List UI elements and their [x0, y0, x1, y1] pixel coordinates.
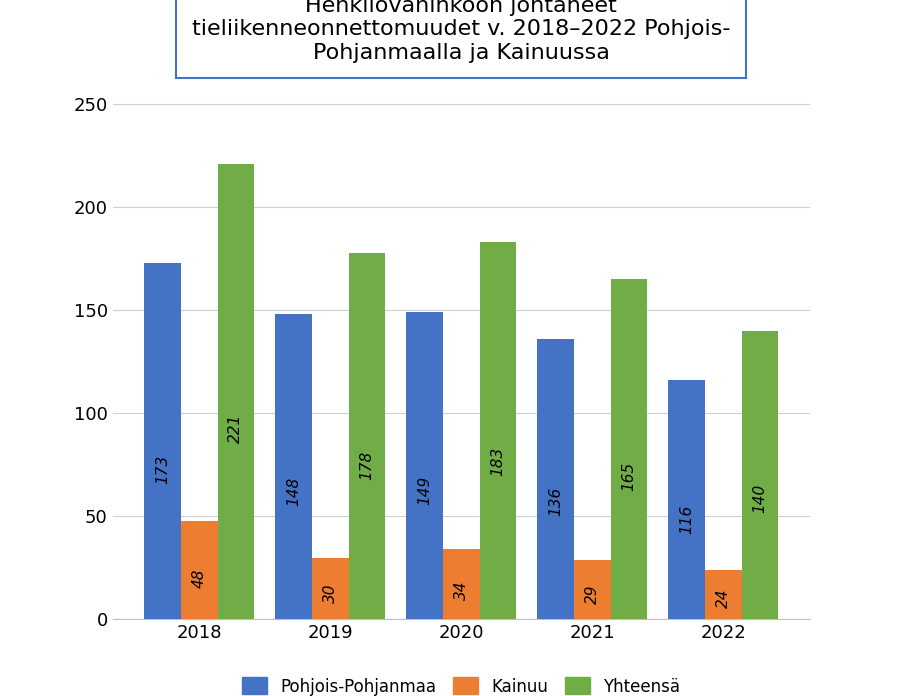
Text: 29: 29	[585, 585, 599, 604]
Bar	[144, 263, 181, 619]
Text: 34: 34	[454, 580, 469, 600]
Text: 140: 140	[752, 484, 768, 513]
Text: 148: 148	[286, 477, 302, 506]
Title: Henkilövahinkoon johtaneet
tieliikenneonnettomuudet v. 2018–2022 Pohjois-
Pohjan: Henkilövahinkoon johtaneet tieliikenneon…	[192, 0, 731, 63]
Bar	[610, 279, 647, 619]
Text: 48: 48	[192, 568, 207, 587]
Text: 221: 221	[229, 413, 243, 443]
Bar	[218, 164, 255, 619]
Text: 136: 136	[548, 487, 563, 516]
Bar	[181, 521, 218, 619]
Bar	[574, 560, 610, 619]
Bar	[406, 313, 443, 619]
Bar	[275, 315, 312, 619]
Text: 165: 165	[621, 462, 636, 491]
Text: 30: 30	[323, 584, 338, 603]
Bar	[480, 242, 517, 619]
Bar	[742, 331, 778, 619]
Legend: Pohjois-Pohjanmaa, Kainuu, Yhteensä: Pohjois-Pohjanmaa, Kainuu, Yhteensä	[236, 671, 687, 696]
Bar	[312, 557, 348, 619]
Bar	[443, 549, 480, 619]
Text: 149: 149	[417, 476, 432, 505]
Text: 24: 24	[716, 589, 731, 608]
Text: 183: 183	[491, 446, 506, 475]
Bar	[705, 570, 742, 619]
Text: 116: 116	[680, 505, 694, 534]
Bar	[537, 339, 574, 619]
Bar	[668, 380, 705, 619]
Text: 178: 178	[359, 451, 374, 480]
Text: 173: 173	[155, 455, 170, 484]
Bar	[348, 253, 385, 619]
